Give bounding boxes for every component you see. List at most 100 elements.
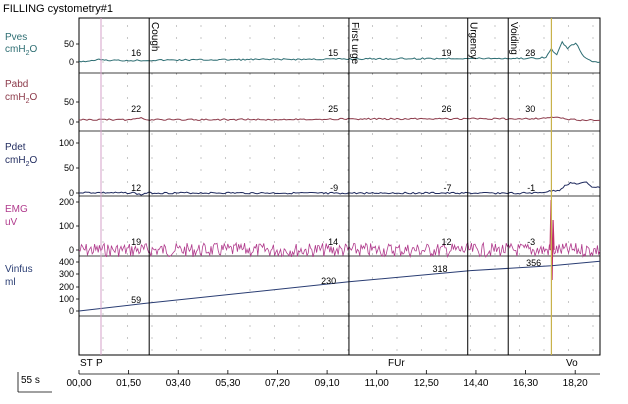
grid-dot [445, 37, 447, 39]
grid-dot [494, 109, 496, 111]
grid-dot [102, 49, 104, 51]
grid-dot [298, 193, 300, 195]
grid-dot [494, 97, 496, 99]
grid-dot [420, 349, 423, 351]
grid-dot [592, 217, 594, 219]
grid-dot [126, 73, 129, 75]
grid-dot [567, 229, 570, 231]
grid-dot [151, 229, 153, 231]
grid-dot [518, 61, 521, 63]
grid-dot [445, 97, 447, 99]
grid-dot [347, 325, 349, 327]
grid-dot [445, 313, 447, 315]
grid-dot [494, 133, 496, 135]
readout-pves: 16 [131, 48, 141, 58]
grid-dot [224, 73, 227, 75]
grid-dot [322, 73, 325, 75]
grid-dot [494, 61, 496, 63]
grid-dot [371, 73, 374, 75]
grid-dot [494, 325, 496, 327]
grid-dot [273, 301, 276, 303]
grid-dot [420, 25, 423, 27]
grid-dot [420, 37, 423, 39]
grid-dot [420, 169, 423, 171]
grid-dot [592, 97, 594, 99]
grid-dot [469, 241, 472, 243]
grid-dot [543, 109, 545, 111]
grid-dot [322, 205, 325, 207]
grid-dot [567, 61, 570, 63]
grid-dot [494, 241, 496, 243]
grid-dot [494, 253, 496, 255]
channel-name-vinfus: Vinfus [5, 264, 33, 275]
grid-dot [151, 205, 153, 207]
grid-dot [200, 313, 202, 315]
grid-dot [200, 97, 202, 99]
grid-dot [420, 301, 423, 303]
grid-dot [371, 217, 374, 219]
grid-dot [249, 325, 251, 327]
grid-dot [567, 157, 570, 159]
grid-dot [298, 73, 300, 75]
grid-dot [347, 349, 349, 351]
grid-dot [543, 61, 545, 63]
grid-dot [567, 49, 570, 51]
grid-dot [567, 97, 570, 99]
grid-dot [396, 169, 398, 171]
grid-dot [298, 121, 300, 123]
grid-dot [469, 85, 472, 87]
grid-dot [200, 145, 202, 147]
grid-dot [445, 169, 447, 171]
grid-dot [420, 325, 423, 327]
channel-name-pdet: Pdet [5, 142, 26, 153]
grid-dot [224, 37, 227, 39]
grid-dot [445, 133, 447, 135]
bottom-marker: ST [80, 358, 93, 369]
grid-dot [494, 49, 496, 51]
grid-dot [249, 97, 251, 99]
y-tick-label: 200 [59, 282, 74, 292]
grid-dot [494, 25, 496, 27]
grid-dot [469, 145, 472, 147]
grid-dot [298, 181, 300, 183]
bottom-marker: FUr [388, 358, 405, 369]
grid-dot [322, 37, 325, 39]
grid-dot [396, 265, 398, 267]
grid-dot [518, 157, 521, 159]
grid-dot [518, 133, 521, 135]
grid-dot [469, 25, 472, 27]
grid-dot [592, 121, 594, 123]
grid-dot [494, 37, 496, 39]
grid-dot [151, 49, 153, 51]
readout-pves: 19 [442, 48, 452, 58]
grid-dot [371, 277, 374, 279]
grid-dot [543, 181, 545, 183]
grid-dot [126, 133, 129, 135]
grid-dot [347, 61, 349, 63]
grid-dot [543, 85, 545, 87]
readout-pdet: -7 [444, 183, 452, 193]
grid-dot [543, 349, 545, 351]
grid-dot [298, 265, 300, 267]
grid-dot [175, 145, 178, 147]
grid-dot [273, 313, 276, 315]
grid-dot [469, 73, 472, 75]
grid-dot [298, 61, 300, 63]
grid-dot [347, 157, 349, 159]
y-tick-label: 0 [69, 117, 74, 127]
grid-dot [175, 325, 178, 327]
y-tick-label: 400 [59, 257, 74, 267]
grid-dot [543, 253, 545, 255]
grid-dot [151, 145, 153, 147]
grid-dot [518, 181, 521, 183]
grid-dot [567, 85, 570, 87]
readout-pabd: 26 [442, 104, 452, 114]
page-title: FILLING cystometry#1 [3, 3, 114, 15]
grid-dot [494, 349, 496, 351]
y-tick-label: 300 [59, 269, 74, 279]
grid-dot [543, 229, 545, 231]
grid-dot [518, 85, 521, 87]
grid-dot [175, 109, 178, 111]
grid-dot [396, 73, 398, 75]
event-label: First urge [349, 22, 360, 65]
